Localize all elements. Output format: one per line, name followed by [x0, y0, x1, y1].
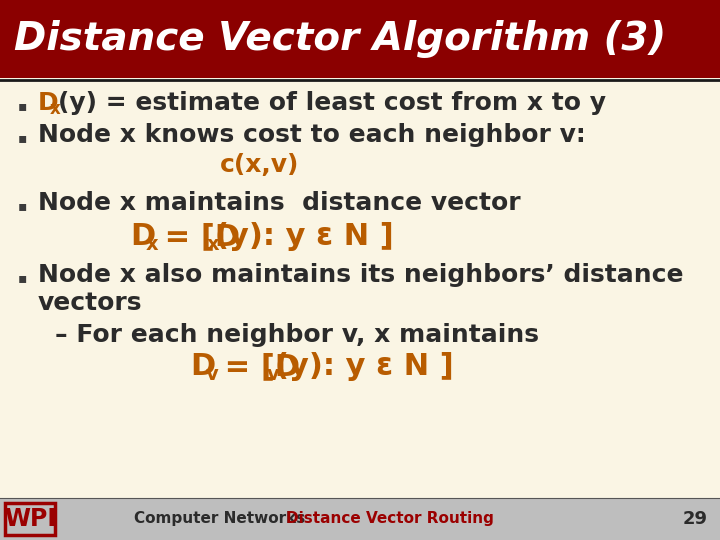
- Text: Computer Networks: Computer Networks: [135, 511, 305, 526]
- Text: ▪: ▪: [18, 271, 27, 285]
- Text: D: D: [130, 222, 156, 251]
- Text: v: v: [267, 365, 280, 384]
- Text: (y) = estimate of least cost from x to y: (y) = estimate of least cost from x to y: [58, 91, 606, 115]
- Text: Node x maintains  distance vector: Node x maintains distance vector: [38, 191, 521, 215]
- Text: = [D: = [D: [214, 352, 300, 381]
- Text: Distance Vector Algorithm (3): Distance Vector Algorithm (3): [14, 20, 666, 58]
- Text: x: x: [146, 235, 158, 254]
- Text: x: x: [207, 235, 220, 254]
- Text: 29: 29: [683, 510, 708, 528]
- Text: Distance Vector Routing: Distance Vector Routing: [286, 511, 494, 526]
- Text: Node x knows cost to each neighbor v:: Node x knows cost to each neighbor v:: [38, 123, 586, 147]
- Text: x: x: [50, 100, 60, 118]
- Text: D: D: [190, 352, 215, 381]
- Text: vectors: vectors: [38, 291, 143, 315]
- FancyBboxPatch shape: [0, 498, 720, 540]
- Text: – For each neighbor v, x maintains: – For each neighbor v, x maintains: [55, 323, 539, 347]
- Text: c(x,v): c(x,v): [220, 153, 300, 177]
- Text: (y): y ε N ]: (y): y ε N ]: [275, 352, 454, 381]
- Text: ▪: ▪: [18, 131, 27, 145]
- Text: v: v: [206, 365, 219, 384]
- Text: ▪: ▪: [18, 99, 27, 113]
- Text: D: D: [38, 91, 58, 115]
- Text: (y): y ε N ]: (y): y ε N ]: [215, 222, 394, 251]
- Text: = [D: = [D: [154, 222, 240, 251]
- Text: WPI: WPI: [4, 507, 56, 531]
- Text: ▪: ▪: [18, 199, 27, 213]
- Text: Node x also maintains its neighbors’ distance: Node x also maintains its neighbors’ dis…: [38, 263, 683, 287]
- FancyBboxPatch shape: [0, 0, 720, 78]
